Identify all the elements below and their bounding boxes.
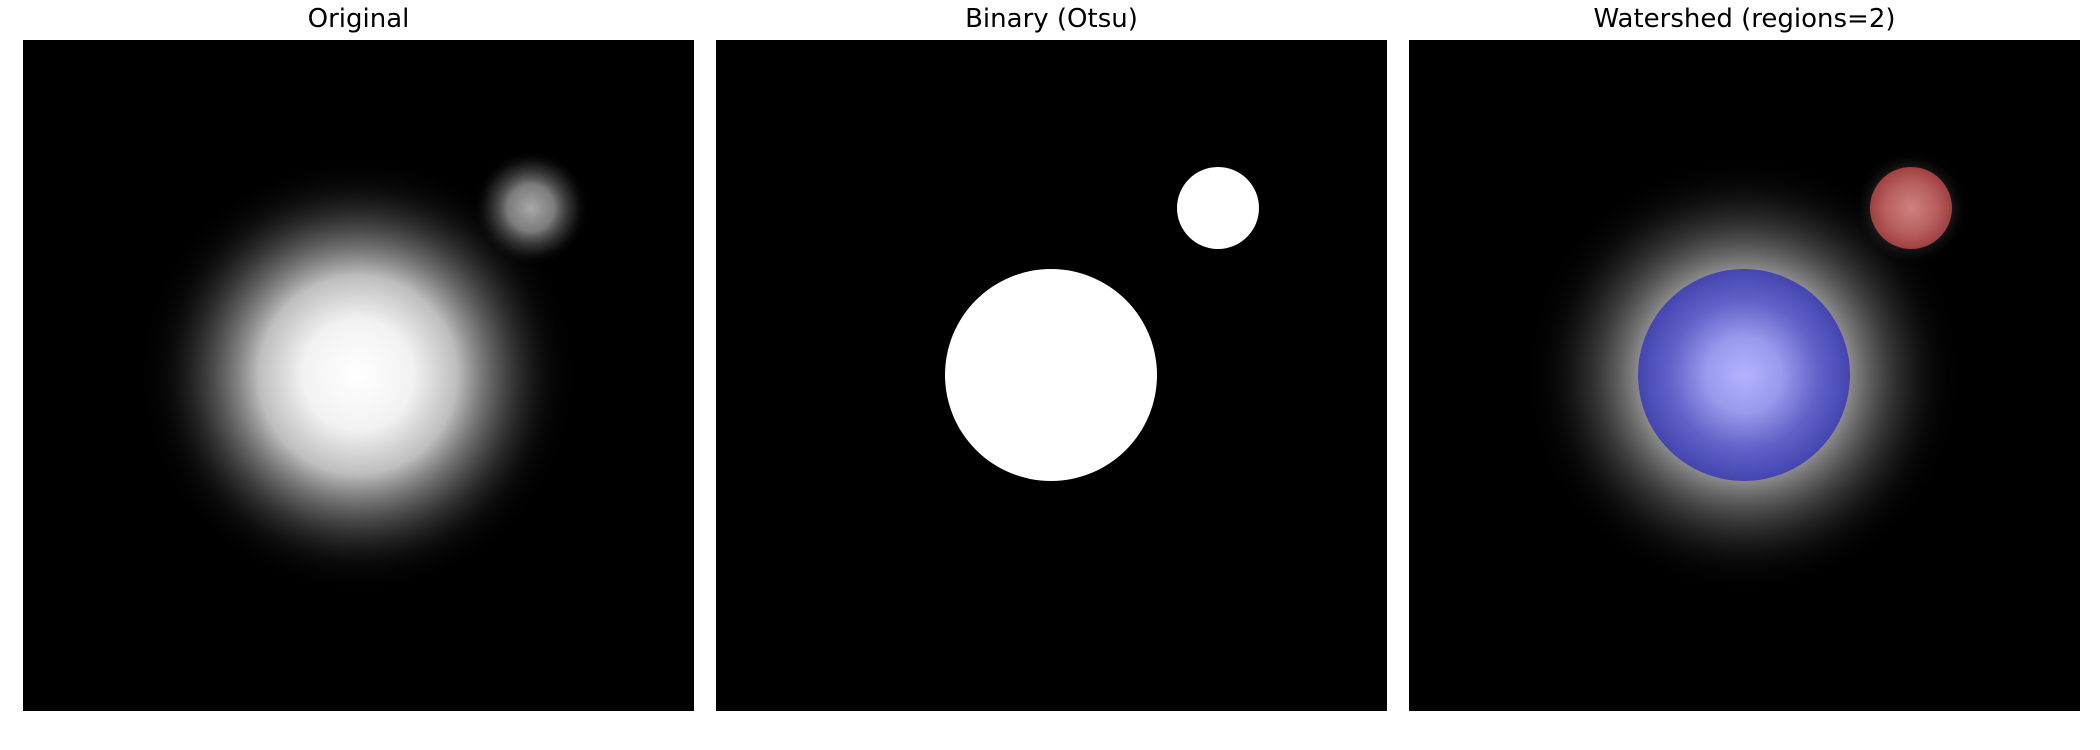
original-image [23, 40, 694, 711]
binary-image-canvas [716, 40, 1387, 711]
watershed-image [1409, 40, 2080, 711]
watershed-image-canvas [1409, 40, 2080, 711]
watershed-region-2 [1870, 167, 1952, 249]
small-binary-region [1177, 167, 1259, 249]
binary-image [716, 40, 1387, 711]
small-blob [473, 150, 589, 266]
large-binary-region [945, 269, 1157, 481]
watershed-region-1 [1638, 269, 1850, 481]
large-blob [138, 155, 578, 595]
panel-title-original: Original [307, 4, 410, 34]
panel-title-binary: Binary (Otsu) [965, 4, 1138, 34]
original-image-canvas [23, 40, 694, 711]
panel-title-watershed: Watershed (regions=2) [1593, 4, 1896, 34]
